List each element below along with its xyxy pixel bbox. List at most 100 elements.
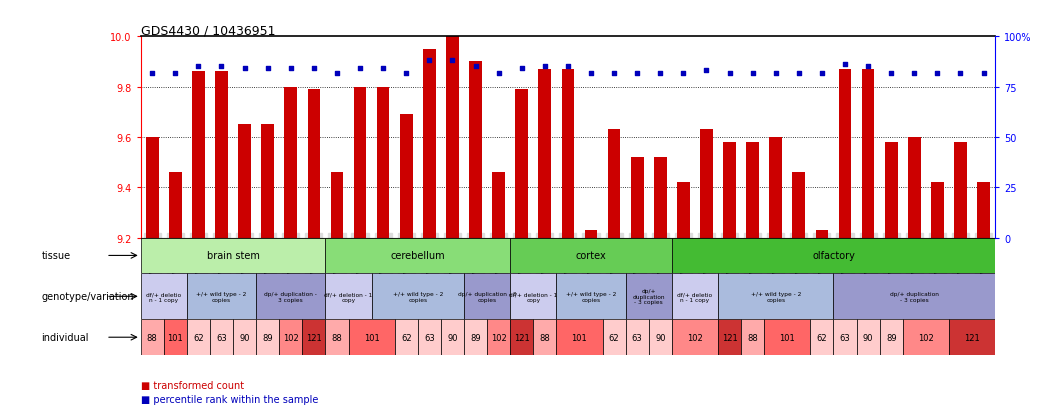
Bar [602,320,625,355]
Point [328,70,345,77]
Bar [839,70,851,238]
Bar [395,320,418,355]
Text: df/+ deletio
n - 1 copy: df/+ deletio n - 1 copy [146,291,181,302]
Point [214,64,230,71]
Text: ■ transformed count: ■ transformed count [141,380,244,390]
Text: individual: individual [42,332,89,342]
Bar [372,273,464,320]
Bar [649,320,672,355]
Text: 101: 101 [779,333,795,342]
Text: 121: 121 [964,333,979,342]
Point [675,70,692,77]
Text: ■ percentile rank within the sample: ■ percentile rank within the sample [141,394,318,404]
Point [421,58,438,64]
Text: 89: 89 [263,333,273,342]
Bar [857,320,879,355]
Point [905,70,922,77]
Point [929,70,946,77]
Text: 88: 88 [747,333,758,342]
Point [860,64,876,71]
Bar [164,320,187,355]
Bar [902,320,949,355]
Bar [672,320,718,355]
Bar [949,320,995,355]
Point [975,70,992,77]
Point [237,66,253,73]
Text: +/+ wild type - 2
copies: +/+ wild type - 2 copies [750,291,801,302]
Text: 121: 121 [306,333,322,342]
Bar [256,273,325,320]
Text: 88: 88 [147,333,157,342]
Text: brain stem: brain stem [206,251,259,261]
Text: tissue: tissue [42,251,71,261]
Point [767,70,784,77]
Bar [834,320,857,355]
Bar [400,115,413,238]
Bar [464,273,511,320]
Bar [511,238,672,273]
Bar [556,273,625,320]
Point [467,64,483,71]
Point [259,66,276,73]
Point [491,70,507,77]
Point [883,70,899,77]
Bar [769,138,783,238]
Point [791,70,808,77]
Text: GDS4430 / 10436951: GDS4430 / 10436951 [141,24,275,37]
Text: genotype/variation: genotype/variation [42,292,134,301]
Bar [325,238,511,273]
Point [560,64,576,71]
Text: 101: 101 [572,333,588,342]
Bar [441,320,464,355]
Text: cortex: cortex [575,251,606,261]
Text: 101: 101 [364,333,379,342]
Text: dp/+ duplication
- 3 copies: dp/+ duplication - 3 copies [890,291,939,302]
Bar [348,320,395,355]
Bar [146,138,158,238]
Bar [625,320,649,355]
Bar [723,142,736,238]
Bar [793,173,805,238]
Point [305,66,322,73]
Text: 62: 62 [193,333,204,342]
Bar [932,183,944,238]
Bar [330,173,343,238]
Bar [377,88,390,238]
Text: 63: 63 [631,333,643,342]
Text: 89: 89 [470,333,480,342]
Bar [811,320,834,355]
Bar [141,273,187,320]
Bar [562,70,574,238]
Point [282,66,299,73]
Bar [464,320,487,355]
Bar [233,320,256,355]
Bar [654,158,667,238]
Bar [284,88,297,238]
Bar [539,70,551,238]
Bar [511,273,556,320]
Point [837,62,853,69]
Bar [764,320,811,355]
Bar [534,320,556,355]
Text: 88: 88 [331,333,343,342]
Bar [215,72,228,238]
Point [190,64,206,71]
Point [144,70,160,77]
Point [652,70,669,77]
Text: 90: 90 [447,333,457,342]
Point [352,66,369,73]
Point [952,70,969,77]
Text: 102: 102 [918,333,934,342]
Text: 90: 90 [863,333,873,342]
Text: dp/+
duplication
- 3 copies: dp/+ duplication - 3 copies [632,289,665,305]
Bar [256,320,279,355]
Point [167,70,183,77]
Bar [746,142,759,238]
Bar [418,320,441,355]
Text: olfactory: olfactory [812,251,854,261]
Bar [169,173,181,238]
Bar [511,320,534,355]
Text: 63: 63 [840,333,850,342]
Bar [607,130,620,238]
Bar [279,320,302,355]
